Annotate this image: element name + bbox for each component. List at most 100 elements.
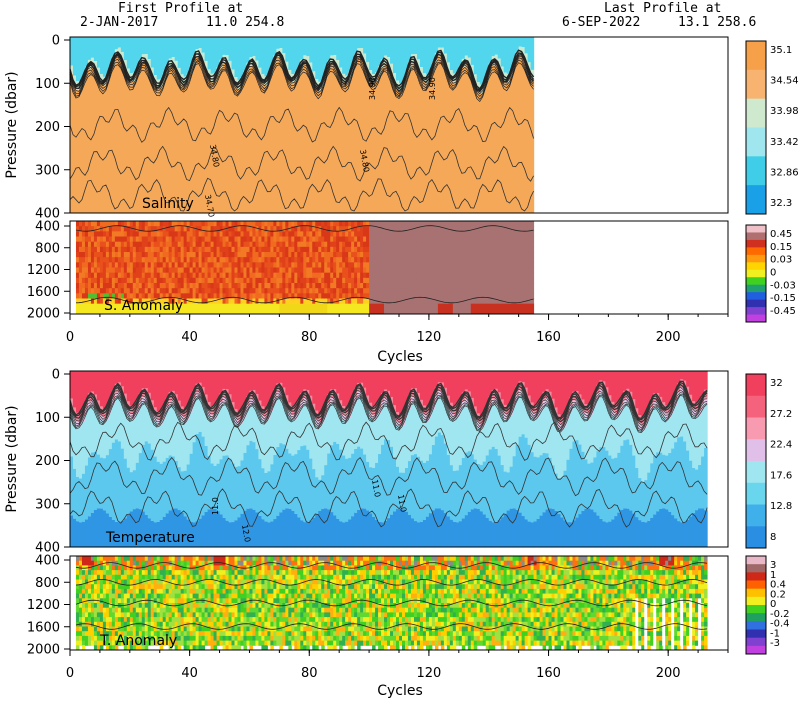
s-anomaly-cell — [243, 304, 246, 310]
t-anomaly-cell — [97, 603, 100, 608]
s-anomaly-cell — [387, 283, 390, 289]
s-anomaly-cell — [136, 257, 139, 263]
s-anomaly-cell — [160, 278, 163, 284]
s-anomaly-cell — [178, 278, 181, 284]
s-anomaly-cell — [127, 262, 130, 268]
s-anomaly-cell — [309, 257, 312, 263]
s-anomaly-cell — [145, 278, 148, 284]
s-anomaly-cell — [327, 257, 330, 263]
s-anomaly-cell — [285, 273, 288, 279]
t-anomaly-cell — [109, 594, 112, 599]
s-anomaly-cell — [384, 288, 387, 294]
s-anomaly-cell — [300, 278, 303, 284]
colorbar-swatch — [746, 270, 766, 278]
s-anomaly-cell — [393, 231, 396, 237]
t-anomaly-cell — [82, 575, 85, 580]
s-anomaly-cell — [303, 242, 306, 248]
s-anomaly-cell — [477, 252, 480, 258]
s-anomaly-cell — [187, 247, 190, 253]
s-anomaly-cell — [324, 257, 327, 263]
s-anomaly-cell — [465, 262, 468, 268]
s-anomaly-cell — [393, 273, 396, 279]
s-anomaly-cell — [387, 252, 390, 258]
s-anomaly-cell — [399, 293, 402, 299]
s-anomaly-cell — [483, 242, 486, 248]
t-anomaly-cell — [124, 570, 127, 575]
s-anomaly-cell — [492, 231, 495, 237]
s-anomaly-cell — [264, 283, 267, 289]
s-anomaly-cell — [402, 252, 405, 258]
s-anomaly-cell — [181, 226, 184, 232]
s-anomaly-cell — [363, 304, 366, 310]
s-anomaly-cell — [348, 237, 351, 243]
s-anomaly-cell — [513, 226, 516, 232]
s-anomaly-cell — [235, 237, 238, 243]
s-anomaly-cell — [166, 278, 169, 284]
s-anomaly-cell — [411, 252, 414, 258]
s-anomaly-cell — [402, 288, 405, 294]
s-anomaly-cell — [91, 257, 94, 263]
s-anomaly-cell — [426, 247, 429, 253]
s-anomaly-cell — [232, 252, 235, 258]
s-anomaly-cell — [507, 252, 510, 258]
s-anomaly-cell — [468, 257, 471, 263]
s-anomaly-cell — [507, 293, 510, 299]
s-anomaly-cell — [94, 226, 97, 232]
s-anomaly-cell — [399, 278, 402, 284]
t-anomaly-cell — [103, 556, 106, 561]
s-anomaly-colorbar: 0.450.150.030-0.03-0.15-0.45 — [746, 225, 796, 323]
s-anomaly-cell — [351, 237, 354, 243]
s-anomaly-cell — [306, 268, 309, 274]
s-anomaly-cell — [525, 247, 528, 253]
s-anomaly-cell — [214, 268, 217, 274]
s-anomaly-cell — [148, 242, 151, 248]
s-anomaly-cell — [336, 288, 339, 294]
s-anomaly-cell — [360, 278, 363, 284]
s-anomaly-cell — [390, 242, 393, 248]
t-anomaly-cell — [121, 570, 124, 575]
s-anomaly-cell — [504, 283, 507, 289]
s-anomaly-cell — [297, 304, 300, 310]
colorbar-swatch — [746, 232, 766, 240]
s-anomaly-cell — [363, 226, 366, 232]
s-anomaly-cell — [354, 242, 357, 248]
s-anomaly-cell — [124, 262, 127, 268]
colorbar-label: 0 — [770, 268, 776, 279]
s-anomaly-cell — [276, 257, 279, 263]
s-anomaly-cell — [133, 221, 136, 227]
s-anomaly-cell — [294, 247, 297, 253]
s-anomaly-cell — [243, 247, 246, 253]
s-anomaly-cell — [85, 293, 88, 299]
s-anomaly-cell — [414, 268, 417, 274]
s-anomaly-cell — [214, 304, 217, 310]
s-anomaly-cell — [492, 304, 495, 310]
s-anomaly-cell — [480, 273, 483, 279]
s-anomaly-cell — [384, 273, 387, 279]
temperature-cell — [704, 404, 708, 449]
s-anomaly-cell — [360, 226, 363, 232]
t-anomaly-cell — [118, 612, 121, 617]
s-anomaly-cell — [151, 221, 154, 227]
s-anomaly-cell — [393, 283, 396, 289]
s-anomaly-cell — [354, 252, 357, 258]
s-anomaly-cell — [348, 221, 351, 227]
s-anomaly-cell — [378, 237, 381, 243]
t-anomaly-cell — [115, 622, 118, 627]
s-anomaly-cell — [351, 231, 354, 237]
s-anomaly-cell — [417, 293, 420, 299]
s-anomaly-cell — [252, 293, 255, 299]
s-anomaly-cell — [133, 288, 136, 294]
s-anomaly-cell — [348, 242, 351, 248]
s-anomaly-cell — [444, 221, 447, 227]
s-anomaly-cell — [522, 304, 525, 310]
s-anomaly-cell — [306, 273, 309, 279]
s-anomaly-cell — [229, 268, 232, 274]
s-anomaly-cell — [255, 293, 258, 299]
colorbar-swatch — [746, 240, 766, 248]
s-anomaly-cell — [342, 283, 345, 289]
s-anomaly-cell — [342, 273, 345, 279]
s-anomaly-cell — [498, 226, 501, 232]
s-anomaly-cell — [267, 221, 270, 227]
t-anomaly-cell — [112, 617, 115, 622]
s-anomaly-cell — [462, 231, 465, 237]
